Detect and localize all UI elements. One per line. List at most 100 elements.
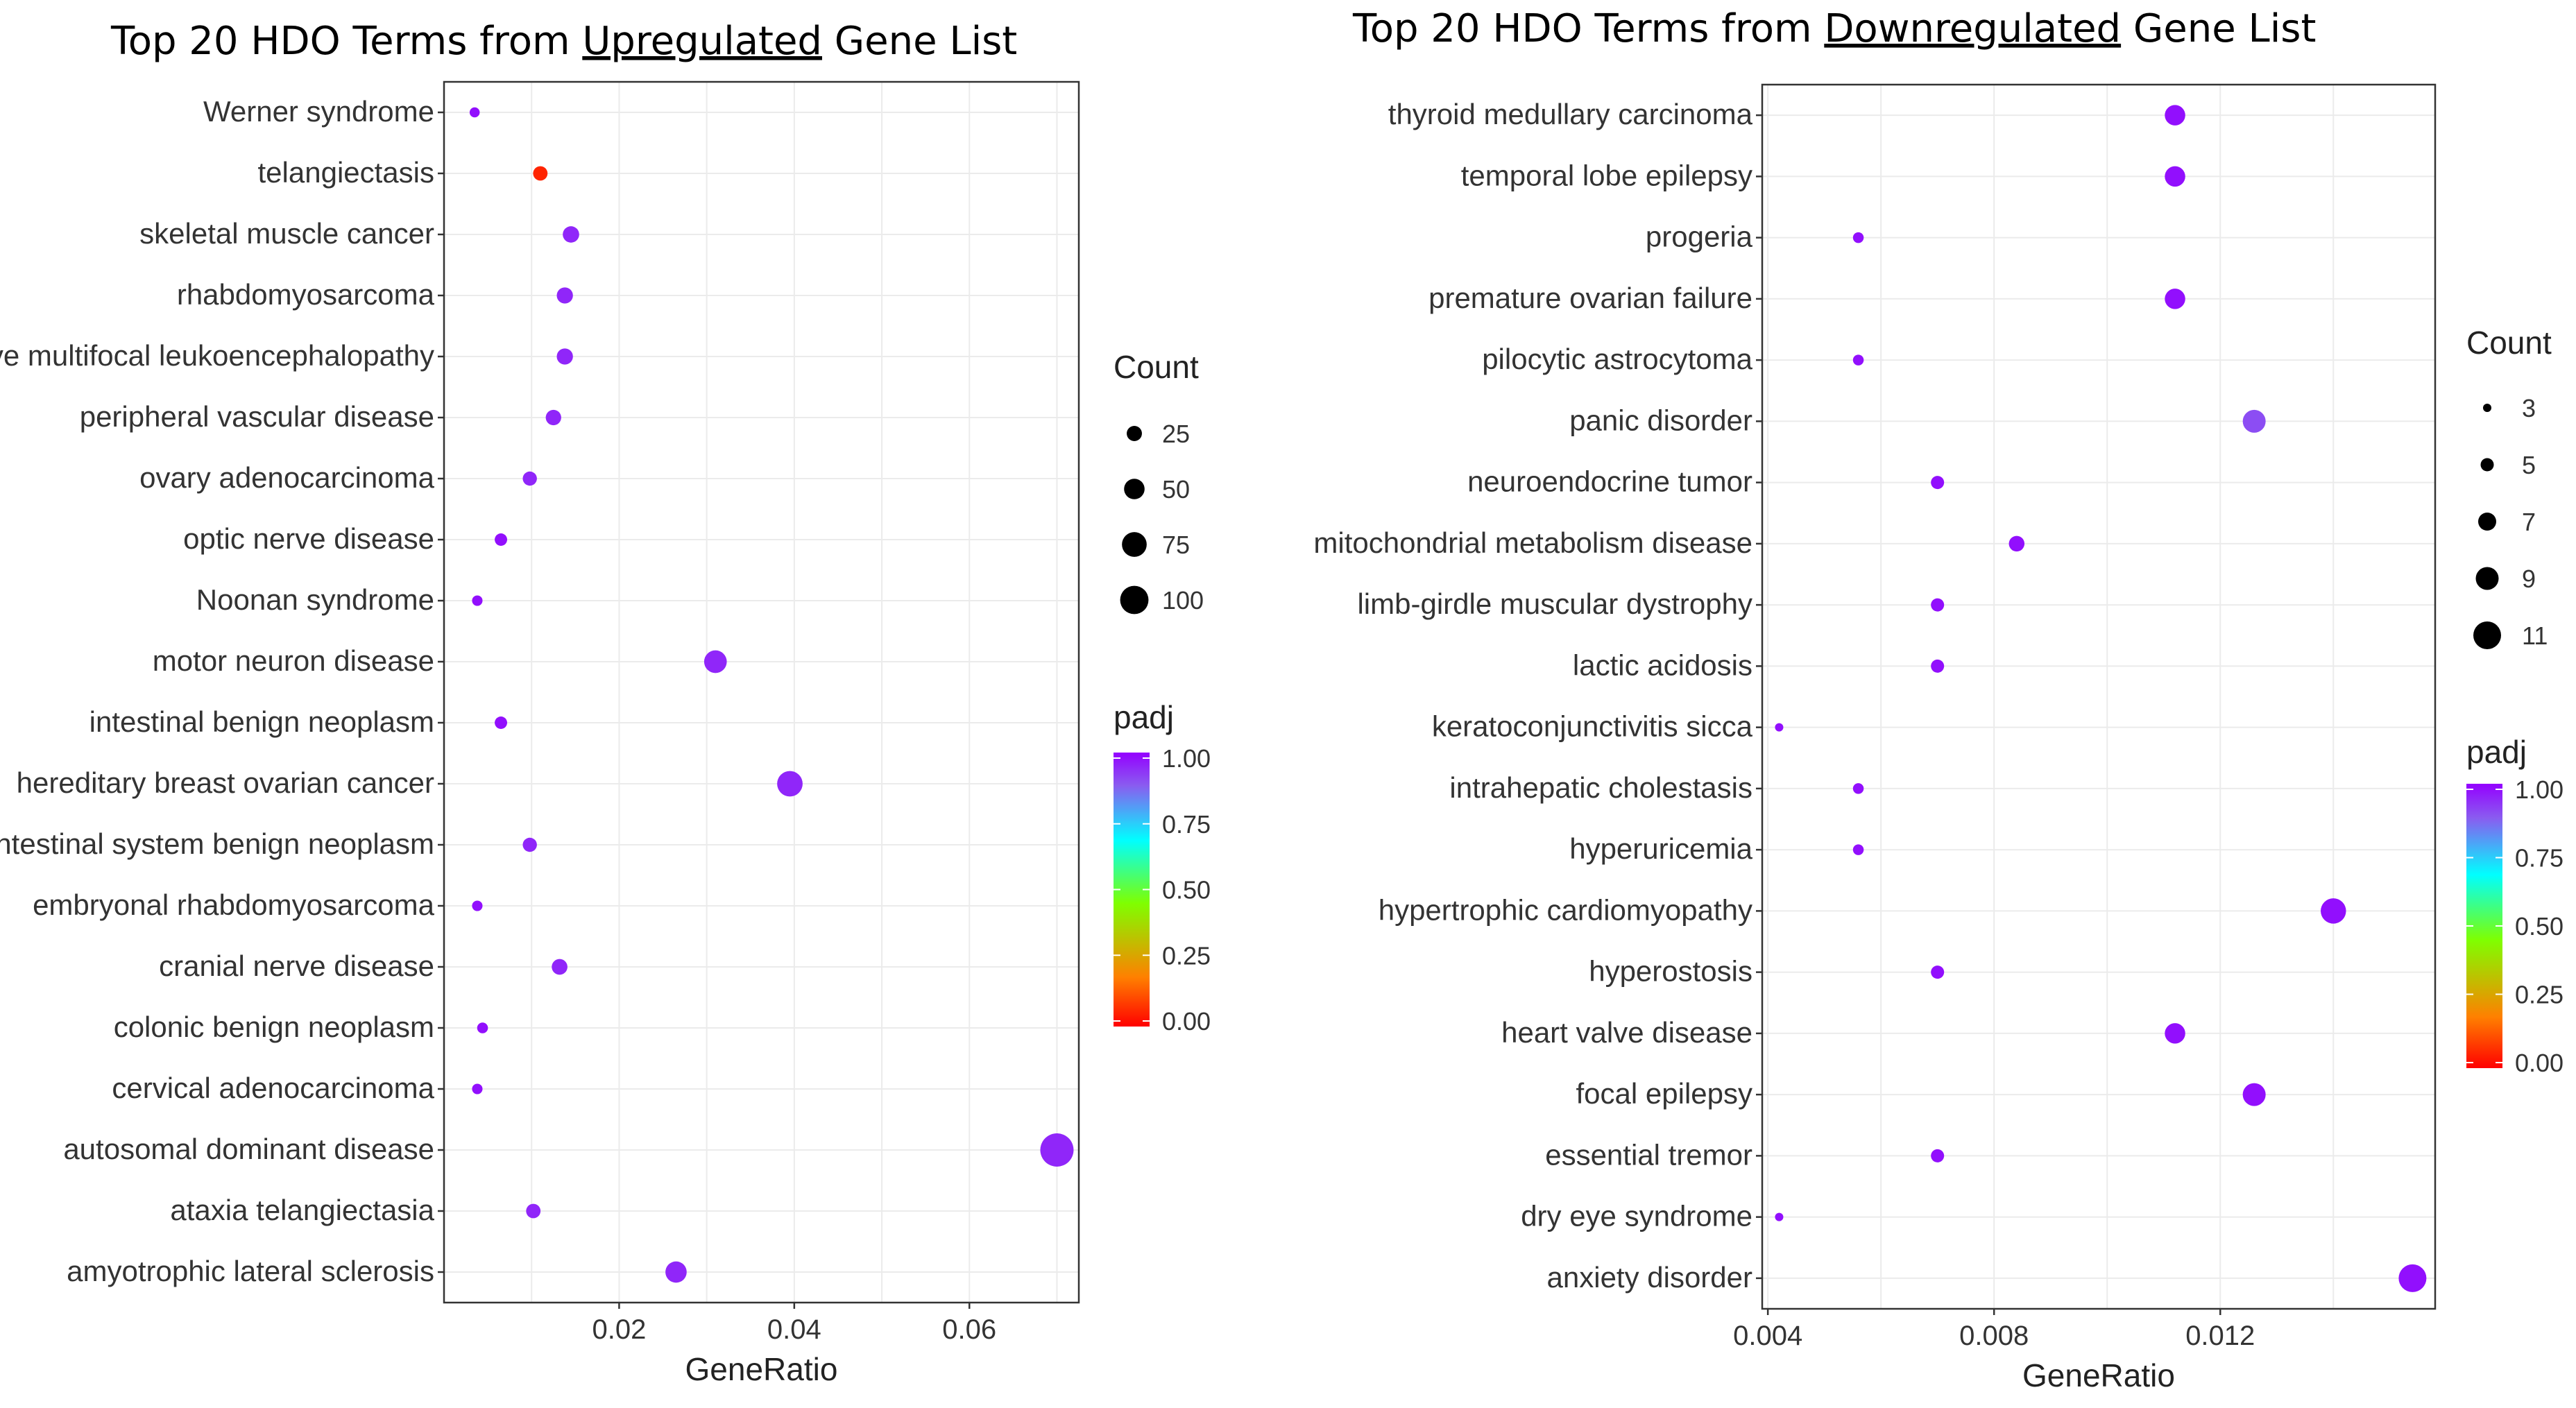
size-legend-label: 5 — [2522, 451, 2536, 479]
y-tick-label: telangiectasis — [258, 156, 434, 189]
y-tick-label: Noonan syndrome — [196, 583, 434, 616]
data-point — [2165, 105, 2185, 126]
chart-title-part: HDO — [250, 19, 340, 64]
color-legend-label: 0.50 — [1162, 876, 1211, 904]
y-tick-label: lactic acidosis — [1573, 649, 1752, 681]
y-tick-label: autosomal dominant disease — [63, 1133, 434, 1165]
y-tick-label: optic nerve disease — [183, 522, 434, 555]
y-tick-label: hereditary breast ovarian cancer — [17, 766, 434, 799]
y-tick-label: essential tremor — [1545, 1138, 1752, 1171]
size-legend-key — [1124, 479, 1145, 499]
y-tick-label: intrahepatic cholestasis — [1449, 771, 1752, 804]
size-legend-label: 50 — [1162, 475, 1190, 504]
y-tick-label: heart valve disease — [1501, 1016, 1752, 1049]
data-point — [556, 287, 573, 304]
size-legend-title: Count — [1114, 349, 1199, 385]
size-legend-title: Count — [2466, 325, 2552, 361]
data-point — [1040, 1133, 1074, 1167]
color-legend-label: 0.50 — [2515, 912, 2564, 941]
y-tick-label: progeria — [1646, 221, 1753, 253]
color-legend-label: 0.75 — [1162, 810, 1211, 839]
size-legend-key — [2480, 458, 2494, 472]
data-point — [545, 409, 561, 426]
color-legend-label: 0.25 — [2515, 981, 2564, 1009]
data-point — [2242, 1083, 2266, 1106]
y-tick-label: anxiety disorder — [1547, 1261, 1752, 1294]
y-tick-label: neuroendocrine tumor — [1467, 465, 1752, 498]
data-point — [665, 1261, 687, 1283]
panel-border — [443, 80, 1080, 1304]
chart-title-part: Gene List — [822, 19, 1017, 64]
size-legend-key — [2483, 404, 2491, 412]
size-legend-key — [1120, 585, 1149, 615]
y-tick-label: skeletal muscle cancer — [139, 217, 434, 250]
x-tick-label: 0.004 — [1733, 1321, 1802, 1351]
y-tick-label: colonic benign neoplasm — [114, 1011, 434, 1043]
data-point — [526, 1203, 541, 1219]
data-point — [472, 1083, 483, 1094]
color-legend-title: padj — [2466, 734, 2527, 770]
y-tick-label: embryonal rhabdomyosarcoma — [33, 888, 435, 921]
x-tick-label: 0.02 — [592, 1314, 646, 1345]
color-legend-label: 1.00 — [1162, 744, 1211, 773]
data-point — [1931, 476, 1945, 490]
data-point — [1852, 354, 1864, 366]
plot-panel — [444, 82, 1079, 1303]
y-tick-label: Werner syndrome — [203, 95, 434, 128]
data-point — [777, 771, 803, 797]
upregulated-dotplot: Top 20 HDO Terms from Upregulated Gene L… — [0, 19, 1211, 1387]
color-legend-label: 0.00 — [1162, 1007, 1211, 1036]
data-point — [1775, 723, 1784, 732]
size-legend-label: 11 — [2522, 621, 2548, 650]
y-tick-label: dry eye syndrome — [1521, 1200, 1752, 1233]
y-tick-label: intestinal benign neoplasm — [89, 705, 434, 738]
y-tick-label: ataxia telangiectasia — [170, 1194, 434, 1226]
x-tick-label: 0.04 — [767, 1314, 821, 1345]
size-legend-key — [2473, 621, 2501, 649]
data-point — [1852, 844, 1864, 855]
data-point — [522, 471, 537, 486]
data-point — [563, 226, 579, 243]
data-point — [552, 959, 568, 975]
downregulated-dotplot: Top 20 HDO Terms from Downregulated Gene… — [1313, 6, 2564, 1393]
data-point — [477, 1022, 488, 1033]
data-point — [2321, 898, 2346, 924]
chart-title: Top 20 HDO Terms from Downregulated Gene… — [1352, 6, 2316, 51]
data-point — [1931, 1149, 1945, 1162]
y-tick-label: keratoconjunctivitis sicca — [1432, 710, 1753, 743]
y-tick-label: ovary adenocarcinoma — [139, 461, 435, 494]
data-point — [2008, 535, 2025, 552]
chart-title-part: Gene List — [2121, 6, 2316, 51]
x-axis-title: GeneRatio — [685, 1351, 838, 1387]
x-tick-label: 0.012 — [2185, 1321, 2255, 1351]
data-point — [703, 650, 727, 673]
size-legend-label: 25 — [1162, 420, 1190, 448]
data-point — [472, 595, 483, 606]
data-point — [495, 533, 508, 546]
data-point — [2165, 1023, 2185, 1044]
data-point — [1852, 783, 1864, 794]
chart-title-part: Top 20 — [110, 19, 250, 64]
plot-panel — [1762, 85, 2435, 1309]
y-tick-label: amyotrophic lateral sclerosis — [67, 1255, 434, 1287]
data-point — [2398, 1264, 2427, 1292]
y-tick-label: progressive multifocal leukoencephalopat… — [0, 339, 434, 372]
y-tick-label: premature ovarian failure — [1428, 282, 1752, 314]
size-legend-key — [2478, 513, 2496, 531]
color-legend-label: 0.00 — [2515, 1049, 2564, 1077]
y-tick-label: rhabdomyosarcoma — [177, 278, 435, 311]
data-point — [2242, 409, 2266, 433]
size-legend-label: 9 — [2522, 565, 2536, 593]
color-legend-title: padj — [1114, 699, 1174, 735]
x-tick-label: 0.008 — [1959, 1321, 2029, 1351]
data-point — [1931, 659, 1945, 673]
data-point — [1931, 598, 1945, 612]
y-tick-label: panic disorder — [1569, 404, 1752, 436]
y-tick-label: thyroid medullary carcinoma — [1388, 98, 1753, 130]
chart-title-part: Downregulated — [1824, 6, 2121, 51]
data-point — [495, 716, 508, 729]
data-point — [522, 837, 537, 852]
size-legend-label: 3 — [2522, 394, 2536, 422]
data-point — [2165, 289, 2185, 309]
